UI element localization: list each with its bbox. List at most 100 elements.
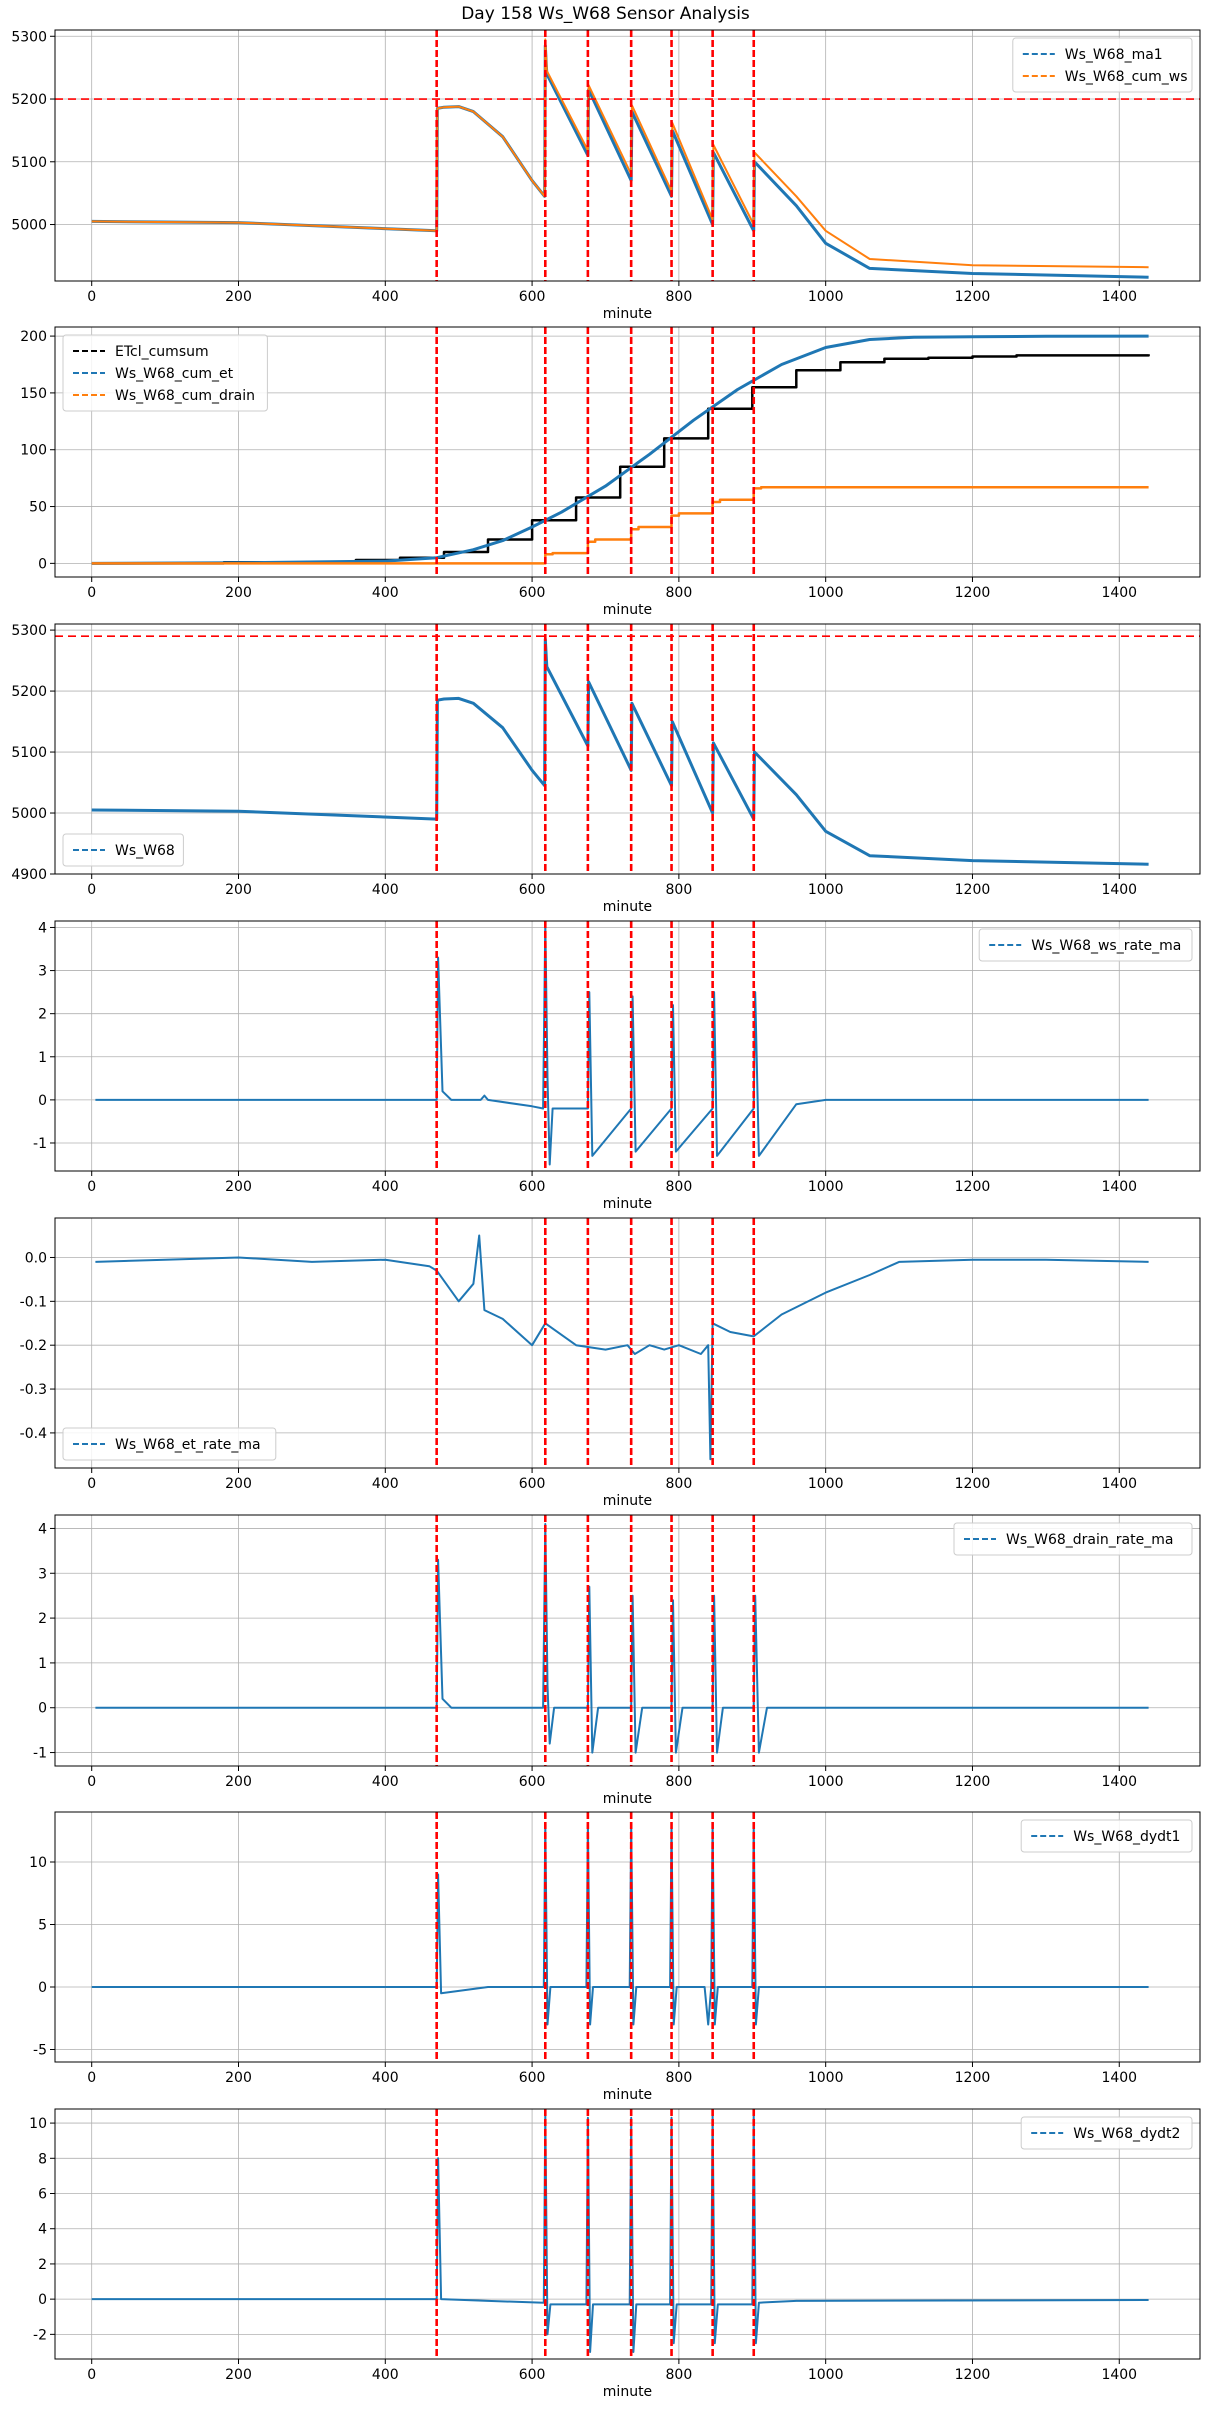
x-tick-label: 1000 [808, 289, 844, 305]
chart-panel-3: 0 200 400 600 800 1000 1200 1400 4900 5000 5100 520… [11, 623, 1201, 915]
x-tick-label: 400 [372, 289, 399, 305]
x-tick-label: 200 [225, 1774, 252, 1790]
chart-panel-8: 0 200 400 600 800 1000 1200 1400 -2 0 2 4 6 8 10 minute… [29, 2108, 1201, 2400]
axes-frame [54, 1217, 1201, 1469]
x-axis-label: minute [603, 2384, 652, 2400]
x-tick-label: 1000 [808, 2367, 844, 2383]
legend: Ws_W68_ws_rate_ma [978, 928, 1193, 962]
legend-box [978, 928, 1193, 962]
x-tick-label: 1000 [808, 882, 844, 898]
x-tick-label: 0 [87, 882, 96, 898]
y-tick-label: 2 [38, 2257, 47, 2273]
chart-panel-4: 0 200 400 600 800 1000 1200 1400 -1 0 1 2 3 4 minute Ws… [33, 920, 1201, 1212]
legend: Ws_W68_dydt1 [1020, 1819, 1193, 1853]
x-tick-label: 1200 [955, 1179, 991, 1195]
plot-area [55, 2109, 1200, 2359]
x-tick-label: 400 [372, 882, 399, 898]
plot-data [91, 1812, 1149, 2062]
y-tick-label: 2 [38, 1007, 47, 1023]
y-tick-label: -0.3 [20, 1382, 47, 1398]
x-tick-label: 800 [666, 1179, 693, 1195]
y-tick-label: -1 [33, 1746, 47, 1762]
legend-entry: ETcl_cumsum [115, 344, 209, 360]
x-tick-label: 600 [519, 289, 546, 305]
chart-panel-5: 0 200 400 600 800 1000 1200 1400 -0.4 -0.3 -0.2 -0.… [20, 1217, 1201, 1509]
plot-area [55, 921, 1200, 1171]
axes-frame [54, 326, 1201, 578]
x-axis-label: minute [603, 1493, 652, 1509]
y-tick-label: 2 [38, 1611, 47, 1627]
x-tick-label: 600 [519, 2070, 546, 2086]
x-tick-label: 0 [87, 289, 96, 305]
x-tick-label: 1200 [955, 882, 991, 898]
x-tick-label: 0 [87, 2070, 96, 2086]
y-tick-label: 0 [38, 2292, 47, 2308]
x-tick-label: 400 [372, 1476, 399, 1492]
legend-entry: Ws_W68 [115, 843, 175, 859]
y-tick-label: 5000 [11, 218, 47, 234]
axes-frame [54, 623, 1201, 875]
x-tick-label: 600 [519, 1774, 546, 1790]
series-line-etcl-cumsum [91, 354, 1150, 565]
plot-data [55, 624, 1200, 874]
chart-panel-6: 0 200 400 600 800 1000 1200 1400 -1 0 1 2 3 4 minute Ws… [33, 1514, 1201, 1807]
x-tick-label: 1000 [808, 2070, 844, 2086]
legend: Ws_W68_drain_rate_ma [953, 1522, 1193, 1556]
x-axis-label: minute [603, 1196, 652, 1212]
y-tick-label: 5100 [11, 745, 47, 761]
legend-entry: Ws_W68_drain_rate_ma [1006, 1532, 1173, 1548]
x-tick-label: 1200 [955, 289, 991, 305]
legend-entry: Ws_W68_cum_et [115, 366, 234, 382]
axes-frame [54, 1514, 1201, 1767]
plot-area [55, 1812, 1200, 2062]
x-tick-label: 200 [225, 1179, 252, 1195]
y-tick-label: 4 [38, 920, 47, 936]
x-tick-label: 1000 [808, 1476, 844, 1492]
x-tick-label: 400 [372, 2070, 399, 2086]
y-tick-label: 150 [20, 386, 47, 402]
legend-entry: Ws_W68_ws_rate_ma [1031, 938, 1181, 954]
y-tick-label: 5100 [11, 155, 47, 171]
x-axis-label: minute [603, 899, 652, 915]
y-tick-label: 5300 [11, 623, 47, 639]
chart-panel-1: 0 200 400 600 800 1000 1200 1400 5000 5100 5200 530… [11, 29, 1201, 322]
legend-entry: Ws_W68_dydt1 [1073, 1829, 1180, 1845]
legend-entry: Ws_W68_cum_drain [115, 388, 255, 404]
x-tick-label: 1400 [1101, 2367, 1137, 2383]
x-tick-label: 1000 [808, 585, 844, 601]
legend-entry: Ws_W68_ma1 [1065, 47, 1163, 63]
y-tick-label: -0.1 [20, 1294, 47, 1310]
x-tick-label: 1200 [955, 2367, 991, 2383]
y-tick-label: 5 [38, 1918, 47, 1934]
y-tick-label: 1 [38, 1656, 47, 1672]
x-tick-label: 400 [372, 2367, 399, 2383]
x-tick-label: 1200 [955, 585, 991, 601]
y-tick-label: 1 [38, 1050, 47, 1066]
y-tick-label: 50 [29, 500, 47, 516]
legend-entry: Ws_W68_dydt2 [1073, 2126, 1180, 2142]
x-tick-label: 0 [87, 1476, 96, 1492]
x-tick-label: 600 [519, 1179, 546, 1195]
legend: Ws_W68 [62, 833, 184, 867]
legend: ETcl_cumsum Ws_W68_cum_et Ws_W68_cum_drain [62, 334, 268, 412]
x-tick-label: 1400 [1101, 1476, 1137, 1492]
y-tick-label: 5200 [11, 92, 47, 108]
legend: Ws_W68_et_rate_ma [62, 1427, 277, 1461]
legend-box [1012, 37, 1193, 93]
legend: Ws_W68_ma1 Ws_W68_cum_ws [1012, 37, 1193, 93]
x-tick-label: 1400 [1101, 585, 1137, 601]
legend-box [1020, 2116, 1193, 2150]
legend-box [62, 1427, 277, 1461]
y-tick-label: 10 [29, 2116, 47, 2132]
x-tick-label: 1400 [1101, 1179, 1137, 1195]
axes-frame [54, 920, 1201, 1172]
chart-panel-2: 0 200 400 600 800 1000 1200 1400 0 50 100 150 200 min… [20, 326, 1201, 618]
legend-entry: Ws_W68_cum_ws [1065, 69, 1188, 85]
plot-data [55, 30, 1200, 281]
x-tick-label: 200 [225, 585, 252, 601]
x-tick-label: 1000 [808, 1774, 844, 1790]
x-tick-label: 1200 [955, 1774, 991, 1790]
x-axis-label: minute [603, 2087, 652, 2103]
plot-data [95, 1218, 1149, 1468]
